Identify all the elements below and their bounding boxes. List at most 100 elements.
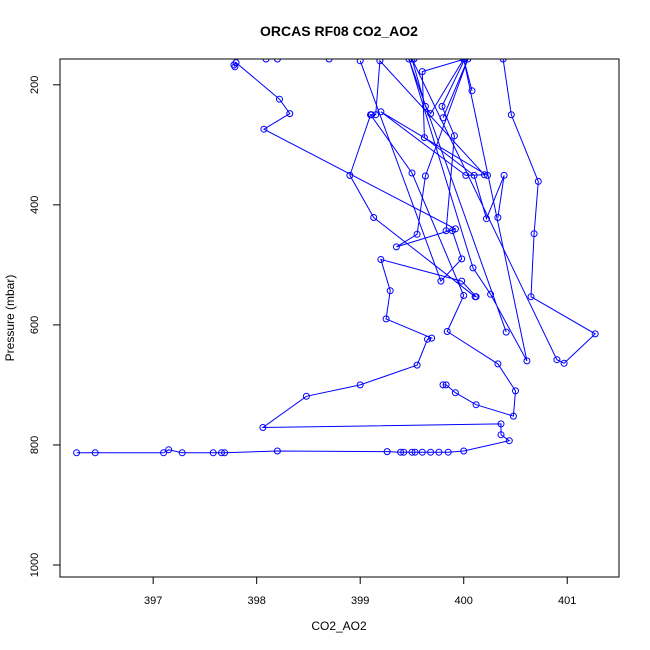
data-point	[451, 389, 459, 397]
plot-frame	[59, 58, 620, 578]
data-point	[472, 401, 480, 409]
series-line-3	[233, 59, 469, 248]
data-point	[218, 449, 225, 457]
data-point	[400, 448, 408, 456]
data-point	[377, 256, 385, 263]
data-point	[448, 227, 456, 235]
data-point	[260, 125, 268, 133]
data-point	[439, 381, 447, 389]
x-tick-label: 398	[248, 595, 266, 607]
data-point	[372, 111, 380, 119]
data-point	[408, 59, 416, 63]
data-point	[497, 420, 505, 428]
data-point	[178, 449, 186, 457]
data-point	[469, 264, 477, 272]
data-point	[91, 449, 99, 457]
data-point	[460, 59, 468, 63]
data-point	[458, 255, 466, 263]
data-point	[443, 328, 451, 335]
data-point	[424, 335, 431, 343]
data-point	[408, 169, 416, 177]
x-axis-label: CO2_AO2	[311, 619, 367, 633]
data-point	[530, 230, 538, 238]
data-point	[165, 446, 173, 454]
data-point	[370, 214, 378, 221]
data-point	[411, 448, 419, 456]
data-point	[428, 334, 436, 342]
data-point	[73, 449, 81, 457]
data-point	[509, 412, 517, 420]
y-tick-label: 1000	[29, 553, 41, 577]
series-line-4	[359, 59, 505, 283]
series-line-2	[369, 59, 517, 417]
x-tick-label: 399	[351, 595, 369, 607]
data-point	[160, 449, 167, 457]
data-point	[262, 59, 270, 63]
data-point	[209, 449, 217, 457]
data-point	[534, 177, 542, 185]
y-axis: 200 400 600 800 1000	[29, 76, 60, 577]
data-point	[273, 59, 281, 63]
data-point	[408, 448, 416, 456]
data-point	[502, 328, 510, 336]
data-point	[325, 59, 333, 63]
data-point	[560, 359, 568, 367]
data-point	[392, 243, 400, 251]
data-point	[437, 277, 445, 285]
series-line-6	[266, 59, 528, 362]
data-point	[438, 102, 446, 110]
chart-title: ORCAS RF08 CO2_AO2	[260, 23, 418, 39]
data-point	[410, 59, 418, 63]
data-point	[405, 59, 413, 63]
data-point	[460, 292, 468, 299]
series-line-5	[411, 59, 597, 364]
data-point	[464, 59, 472, 63]
data-point	[420, 134, 428, 142]
x-tick-label: 400	[455, 595, 473, 607]
data-point	[276, 95, 283, 103]
data-point	[413, 230, 421, 238]
series-line-1	[76, 114, 511, 454]
y-tick-label: 200	[29, 76, 41, 94]
plot-area	[73, 59, 599, 457]
data-point	[442, 381, 450, 389]
x-tick-label: 401	[558, 595, 576, 607]
data-point	[553, 356, 561, 364]
y-tick-label: 800	[29, 436, 41, 454]
data-point	[494, 360, 502, 368]
data-point	[470, 171, 478, 179]
data-point	[221, 449, 229, 457]
data-point	[497, 431, 505, 439]
data-point	[397, 448, 405, 456]
data-point	[468, 87, 476, 95]
data-point	[259, 424, 267, 431]
data-point	[418, 68, 426, 76]
data-point	[507, 111, 515, 119]
x-tick-label: 397	[144, 595, 162, 607]
data-point	[386, 287, 394, 295]
data-point	[427, 448, 435, 456]
data-point	[435, 448, 443, 456]
x-axis: 397 398 399 400 401	[144, 577, 576, 607]
data-point	[427, 110, 435, 118]
data-point	[286, 110, 294, 118]
data-point	[458, 277, 466, 285]
data-point	[480, 171, 488, 179]
data-point	[382, 315, 390, 323]
data-point	[232, 59, 240, 67]
data-point	[377, 108, 385, 116]
data-point	[273, 447, 281, 455]
y-tick-label: 600	[29, 316, 41, 334]
data-point	[376, 59, 384, 65]
data-point	[356, 381, 364, 389]
data-point	[367, 111, 375, 119]
data-point	[505, 437, 513, 445]
data-point	[512, 387, 519, 395]
data-point	[591, 330, 599, 338]
data-point	[462, 171, 470, 179]
data-point	[450, 132, 458, 140]
data-point	[421, 172, 429, 180]
data-point	[383, 448, 391, 456]
data-point	[460, 447, 468, 455]
